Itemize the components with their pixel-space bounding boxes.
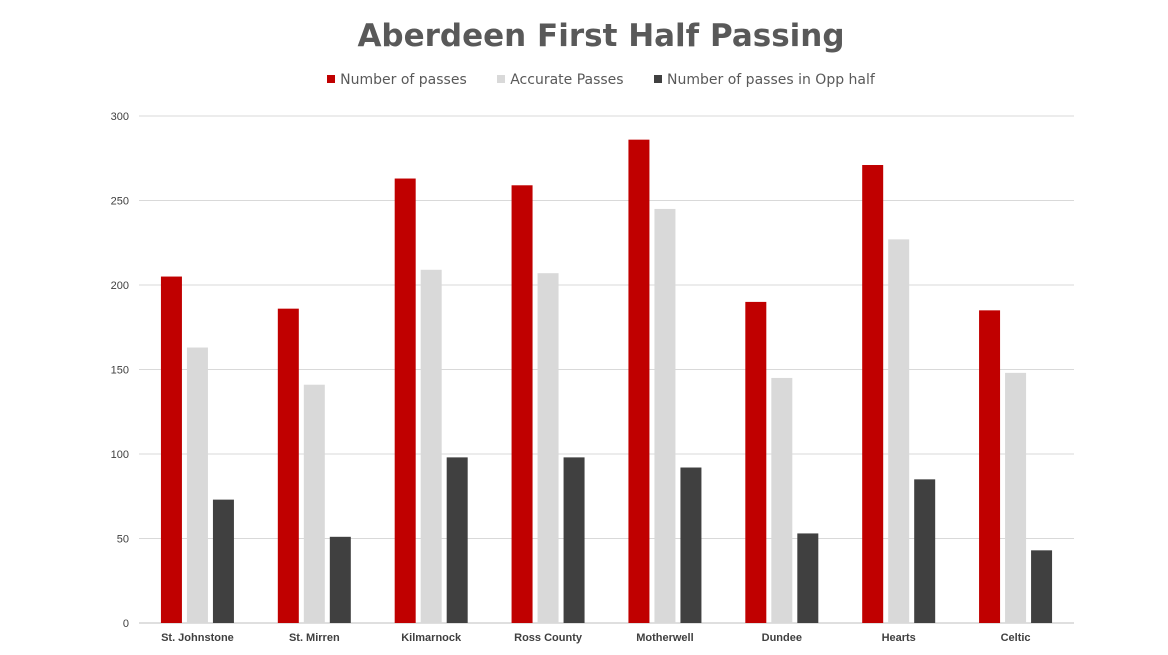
bar-accurate-passes-st-johnstone — [186, 347, 208, 623]
bar-accurate-passes-kilmarnock — [420, 269, 442, 623]
y-tick-label-300: 300 — [111, 111, 129, 123]
x-tick-label-st-mirren: St. Mirren — [289, 632, 340, 644]
legend-item-number-of-passes: Number of passes — [327, 72, 467, 88]
x-tick-label-motherwell: Motherwell — [636, 632, 693, 644]
y-tick-label-150: 150 — [111, 365, 129, 377]
legend: Number of passes Accurate Passes Number … — [0, 72, 1168, 88]
bar-number-of-passes-kilmarnock — [394, 178, 416, 623]
bar-accurate-passes-st-mirren — [303, 384, 325, 623]
bar-number-of-passes-in-opp-half-ross-county — [563, 457, 585, 623]
bar-accurate-passes-hearts — [888, 239, 910, 623]
y-tick-label-50: 50 — [117, 534, 129, 546]
legend-item-accurate-passes: Accurate Passes — [497, 72, 624, 88]
legend-label-number-of-passes: Number of passes — [340, 72, 467, 88]
x-tick-label-hearts: Hearts — [882, 632, 916, 644]
bar-number-of-passes-hearts — [862, 165, 884, 623]
bar-number-of-passes-ross-county — [511, 185, 533, 624]
x-tick-label-celtic: Celtic — [1001, 632, 1031, 644]
legend-swatch-opp-half-passes — [654, 75, 663, 83]
bar-number-of-passes-in-opp-half-hearts — [914, 479, 936, 623]
bar-number-of-passes-in-opp-half-st-mirren — [329, 536, 351, 623]
legend-item-opp-half-passes: Number of passes in Opp half — [654, 72, 875, 88]
bar-number-of-passes-st-johnstone — [160, 276, 182, 623]
bar-number-of-passes-in-opp-half-st-johnstone — [212, 499, 234, 623]
bar-number-of-passes-in-opp-half-kilmarnock — [446, 457, 468, 623]
bar-number-of-passes-st-mirren — [277, 308, 299, 623]
bar-number-of-passes-in-opp-half-dundee — [797, 533, 819, 623]
legend-label-accurate-passes: Accurate Passes — [510, 72, 624, 88]
y-tick-label-200: 200 — [111, 280, 129, 292]
x-tick-label-st-johnstone: St. Johnstone — [161, 632, 234, 644]
x-tick-label-ross-county: Ross County — [514, 632, 583, 644]
y-tick-label-250: 250 — [111, 196, 129, 208]
x-tick-label-dundee: Dundee — [762, 632, 802, 644]
legend-swatch-number-of-passes — [327, 75, 336, 83]
bar-number-of-passes-in-opp-half-celtic — [1031, 550, 1053, 623]
bar-accurate-passes-dundee — [771, 377, 793, 623]
bar-accurate-passes-celtic — [1005, 372, 1027, 623]
legend-label-opp-half-passes: Number of passes in Opp half — [667, 72, 875, 88]
y-tick-label-0: 0 — [123, 618, 129, 630]
chart-title: Aberdeen First Half Passing — [357, 18, 845, 54]
legend-swatch-accurate-passes — [497, 75, 506, 83]
y-tick-label-100: 100 — [111, 449, 129, 461]
bar-accurate-passes-motherwell — [654, 208, 676, 623]
bar-number-of-passes-motherwell — [628, 139, 650, 623]
bar-number-of-passes-celtic — [979, 310, 1001, 623]
bar-accurate-passes-ross-county — [537, 273, 559, 623]
bar-number-of-passes-in-opp-half-motherwell — [680, 467, 702, 623]
bar-number-of-passes-dundee — [745, 301, 767, 623]
x-tick-label-kilmarnock: Kilmarnock — [401, 632, 462, 644]
